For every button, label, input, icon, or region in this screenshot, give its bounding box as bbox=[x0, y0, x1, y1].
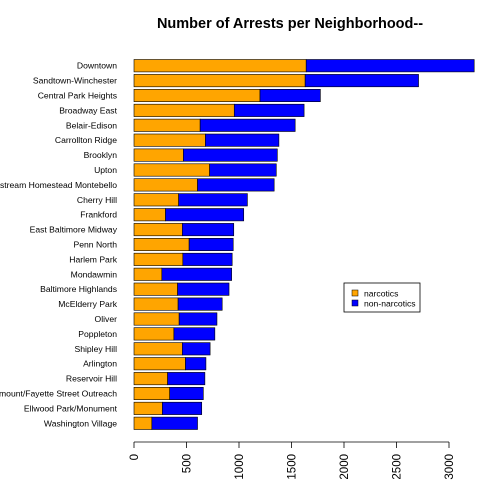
x-tick-label-3000: 3000 bbox=[444, 454, 456, 480]
bar-downtown-narcotics bbox=[134, 60, 306, 72]
legend-label-non-narcotics: non-narcotics bbox=[364, 299, 416, 309]
category-label-reservoir-hill: Reservoir Hill bbox=[66, 374, 117, 384]
bar-downtown-non-narcotics bbox=[306, 60, 474, 72]
category-label-sandtown-winchester: Sandtown-Winchester bbox=[33, 76, 117, 86]
x-tick-label-1000: 1000 bbox=[234, 454, 246, 480]
x-tick-label-2000: 2000 bbox=[339, 454, 351, 480]
bar-mcelderry-park-non-narcotics bbox=[178, 298, 222, 310]
category-label-central-park-heights: Central Park Heights bbox=[38, 91, 117, 101]
bar-penn-north-non-narcotics bbox=[189, 238, 233, 250]
bar-frankford-narcotics bbox=[134, 209, 166, 221]
category-label-mondawmin: Mondawmin bbox=[71, 269, 118, 279]
legend-swatch-non-narcotics bbox=[352, 300, 358, 306]
bars-group bbox=[134, 60, 474, 430]
bar-poppleton-non-narcotics bbox=[174, 328, 215, 340]
bar-mondawmin-non-narcotics bbox=[162, 268, 232, 280]
category-label-east-baltimore-midway: East Baltimore Midway bbox=[30, 225, 118, 235]
bar-mcelderry-park-narcotics bbox=[134, 298, 178, 310]
bar-frankford-non-narcotics bbox=[166, 209, 244, 221]
bar-arlington-narcotics bbox=[134, 358, 185, 370]
category-labels: Downtown Sandtown-Winchester Central Park … bbox=[0, 61, 118, 429]
x-axis: 0 500 1000 1500 2000 2500 3000 bbox=[129, 442, 456, 480]
bar-east-baltimore-midway-non-narcotics bbox=[182, 223, 233, 235]
bar-cherry-hill-narcotics bbox=[134, 194, 179, 206]
category-label-baltimore-highlands: Baltimore Highlands bbox=[40, 284, 117, 294]
bar-shipley-hill-narcotics bbox=[134, 343, 182, 355]
category-label-poppleton: Poppleton bbox=[78, 329, 117, 339]
legend-label-narcotics: narcotics bbox=[364, 289, 398, 299]
bar-broadway-east-non-narcotics bbox=[234, 104, 304, 116]
bar-baltimore-highlands-non-narcotics bbox=[178, 283, 229, 295]
bar-central-park-heights-narcotics bbox=[134, 89, 260, 101]
bar-mondawmin-narcotics bbox=[134, 268, 162, 280]
x-tick-label-1500: 1500 bbox=[287, 454, 299, 480]
category-label-coldstream-homestead-montebello: Coldstream Homestead Montebello bbox=[0, 180, 117, 190]
bar-baltimore-highlands-narcotics bbox=[134, 283, 178, 295]
category-label-mcelderry-park: McElderry Park bbox=[58, 299, 117, 309]
bar-belair-edison-narcotics bbox=[134, 119, 200, 131]
bar-greenmount-fayette-street-outreach-non-narcotics bbox=[170, 387, 204, 399]
bar-ellwood-park-monument-narcotics bbox=[134, 402, 162, 414]
bar-reservoir-hill-narcotics bbox=[134, 372, 168, 384]
category-label-upton: Upton bbox=[94, 165, 117, 175]
bar-poppleton-narcotics bbox=[134, 328, 174, 340]
category-label-cherry-hill: Cherry Hill bbox=[77, 195, 117, 205]
category-label-ellwood-park-monument: Ellwood Park/Monument bbox=[24, 403, 118, 413]
bar-carrollton-ridge-non-narcotics bbox=[205, 134, 279, 146]
bar-washington-village-narcotics bbox=[134, 417, 152, 429]
bar-arlington-non-narcotics bbox=[185, 358, 205, 370]
bar-oliver-non-narcotics bbox=[179, 313, 217, 325]
bar-penn-north-narcotics bbox=[134, 238, 189, 250]
x-tick-label-2500: 2500 bbox=[392, 454, 404, 480]
category-label-washington-village: Washington Village bbox=[44, 418, 117, 428]
bar-carrollton-ridge-narcotics bbox=[134, 134, 205, 146]
category-label-downtown: Downtown bbox=[77, 61, 117, 71]
bar-upton-narcotics bbox=[134, 164, 210, 176]
bar-coldstream-homestead-montebello-non-narcotics bbox=[198, 179, 275, 191]
category-label-penn-north: Penn North bbox=[74, 240, 118, 250]
bar-cherry-hill-non-narcotics bbox=[179, 194, 248, 206]
bar-harlem-park-narcotics bbox=[134, 253, 183, 265]
bar-central-park-heights-non-narcotics bbox=[260, 89, 320, 101]
chart-title: Number of Arrests per Neighborhood-- bbox=[157, 16, 423, 32]
category-label-frankford: Frankford bbox=[80, 210, 117, 220]
bar-oliver-narcotics bbox=[134, 313, 179, 325]
category-label-arlington: Arlington bbox=[83, 359, 117, 369]
bar-sandtown-winchester-narcotics bbox=[134, 74, 305, 86]
bar-shipley-hill-non-narcotics bbox=[182, 343, 210, 355]
bar-east-baltimore-midway-narcotics bbox=[134, 223, 182, 235]
bar-belair-edison-non-narcotics bbox=[200, 119, 295, 131]
bar-brooklyn-narcotics bbox=[134, 149, 183, 161]
category-label-carrollton-ridge: Carrollton Ridge bbox=[55, 135, 117, 145]
category-label-oliver: Oliver bbox=[95, 314, 118, 324]
bar-sandtown-winchester-non-narcotics bbox=[305, 74, 418, 86]
legend: narcotics non-narcotics bbox=[344, 283, 420, 312]
category-label-belair-edison: Belair-Edison bbox=[66, 120, 117, 130]
bar-brooklyn-non-narcotics bbox=[183, 149, 277, 161]
bar-harlem-park-non-narcotics bbox=[183, 253, 232, 265]
x-tick-label-0: 0 bbox=[129, 454, 141, 460]
bar-broadway-east-narcotics bbox=[134, 104, 234, 116]
category-label-brooklyn: Brooklyn bbox=[84, 150, 118, 160]
bar-reservoir-hill-non-narcotics bbox=[168, 372, 205, 384]
category-label-harlem-park: Harlem Park bbox=[69, 254, 117, 264]
category-label-broadway-east: Broadway East bbox=[59, 105, 117, 115]
bar-coldstream-homestead-montebello-narcotics bbox=[134, 179, 198, 191]
category-label-shipley-hill: Shipley Hill bbox=[74, 344, 117, 354]
bar-washington-village-non-narcotics bbox=[152, 417, 198, 429]
bar-upton-non-narcotics bbox=[210, 164, 277, 176]
bar-ellwood-park-monument-non-narcotics bbox=[162, 402, 201, 414]
category-label-greenmount-fayette-street-outreach: Greenmount/Fayette Street Outreach bbox=[0, 389, 117, 399]
legend-swatch-narcotics bbox=[352, 290, 358, 296]
bar-greenmount-fayette-street-outreach-narcotics bbox=[134, 387, 170, 399]
x-tick-label-500: 500 bbox=[182, 454, 194, 473]
